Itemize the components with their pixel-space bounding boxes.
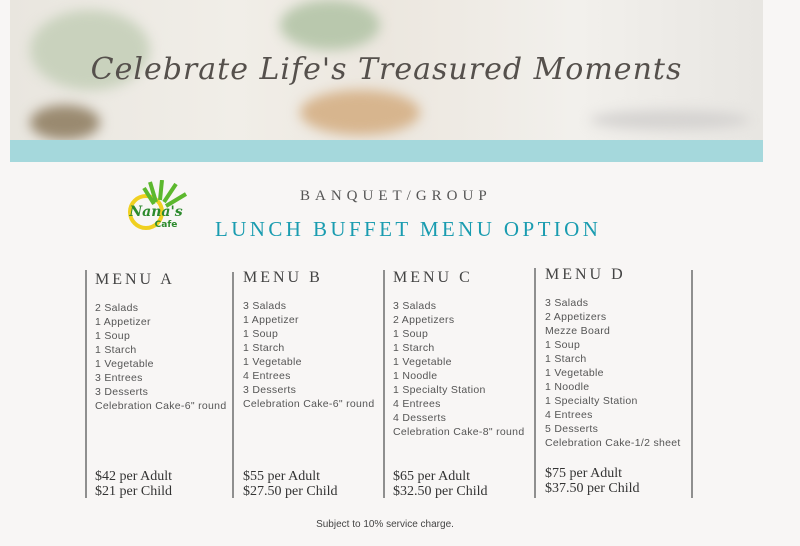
menu-d-price: $75 per Adult $37.50 per Child (545, 466, 640, 496)
divider (232, 272, 234, 498)
banner-strip (10, 140, 763, 162)
menu-a: MENU A 2 Salads 1 Appetizer 1 Soup 1 Sta… (95, 271, 226, 413)
menu-item: 3 Entrees (95, 372, 143, 384)
menu-item: 4 Entrees (545, 409, 593, 421)
menu-c-price: $65 per Adult $32.50 per Child (393, 469, 488, 499)
adult-price: $55 per Adult (243, 469, 320, 484)
menu-item: 1 Starch (393, 342, 435, 354)
divider (383, 270, 385, 498)
menu-name: MENU B (243, 269, 323, 286)
menu-item: 1 Noodle (545, 381, 590, 393)
menu-item: Celebration Cake-6" round (95, 400, 227, 412)
menu-name: MENU A (95, 271, 175, 288)
child-price: $27.50 per Child (243, 484, 338, 499)
adult-price: $65 per Adult (393, 469, 470, 484)
menu-item: 2 Appetizers (393, 314, 455, 326)
menu-item: 3 Salads (393, 300, 437, 312)
menu-a-price: $42 per Adult $21 per Child (95, 469, 172, 499)
adult-price: $42 per Adult (95, 469, 172, 484)
menu-item: 2 Salads (95, 302, 139, 314)
menu-item: 1 Specialty Station (393, 384, 486, 396)
banner-tagline: Celebrate Life's Treasured Moments (90, 52, 683, 87)
menu-item: Mezze Board (545, 325, 611, 337)
menu-name: MENU C (393, 269, 473, 286)
menu-b: MENU B 3 Salads 1 Appetizer 1 Soup 1 Sta… (243, 269, 374, 411)
nanas-cafe-logo: Nana's Cafe (128, 180, 188, 230)
menu-item: 1 Appetizer (243, 314, 299, 326)
menu-b-price: $55 per Adult $27.50 per Child (243, 469, 338, 499)
menu-c: MENU C 3 Salads 2 Appetizers 1 Soup 1 St… (393, 269, 524, 439)
menu-item: Celebration Cake-8" round (393, 426, 525, 438)
menu-item: 5 Desserts (545, 423, 599, 435)
adult-price: $75 per Adult (545, 466, 622, 481)
hero-banner-image: Celebrate Life's Treasured Moments (10, 0, 763, 140)
menu-item: 1 Appetizer (95, 316, 151, 328)
menu-item: 4 Entrees (393, 398, 441, 410)
divider (534, 268, 536, 498)
child-price: $32.50 per Child (393, 484, 488, 499)
menu-item: 1 Soup (545, 339, 581, 351)
menu-item: Celebration Cake-6" round (243, 398, 375, 410)
menu-item: 1 Soup (393, 328, 429, 340)
service-charge-note: Subject to 10% service charge. (316, 519, 454, 530)
menu-item: 2 Appetizers (545, 311, 607, 323)
child-price: $21 per Child (95, 484, 172, 499)
menu-item: 1 Vegetable (243, 356, 302, 368)
svg-text:Nana's: Nana's (128, 204, 182, 220)
svg-text:Cafe: Cafe (155, 220, 178, 230)
child-price: $37.50 per Child (545, 481, 640, 496)
menu-item: 1 Soup (95, 330, 131, 342)
menu-d: MENU D 3 Salads 2 Appetizers Mezze Board… (545, 266, 681, 450)
page-title: LUNCH BUFFET MENU OPTION (215, 217, 602, 241)
menu-item: Celebration Cake-1/2 sheet (545, 437, 681, 449)
menu-item: 1 Noodle (393, 370, 438, 382)
menu-name: MENU D (545, 266, 626, 283)
menu-item: 1 Vegetable (95, 358, 154, 370)
subtitle: BANQUET/GROUP (300, 188, 492, 204)
menu-item: 1 Starch (243, 342, 285, 354)
menu-item: 1 Starch (545, 353, 587, 365)
menu-item: 1 Vegetable (545, 367, 604, 379)
divider (691, 270, 693, 498)
menu-item: 3 Salads (545, 297, 589, 309)
menu-item: 3 Desserts (95, 386, 149, 398)
menu-item: 3 Desserts (243, 384, 297, 396)
menu-item: 1 Starch (95, 344, 137, 356)
menu-item: 4 Desserts (393, 412, 447, 424)
menu-item: 1 Specialty Station (545, 395, 638, 407)
divider (85, 270, 87, 498)
menu-item: 3 Salads (243, 300, 287, 312)
menu-item: 1 Vegetable (393, 356, 452, 368)
menu-item: 1 Soup (243, 328, 279, 340)
menu-item: 4 Entrees (243, 370, 291, 382)
